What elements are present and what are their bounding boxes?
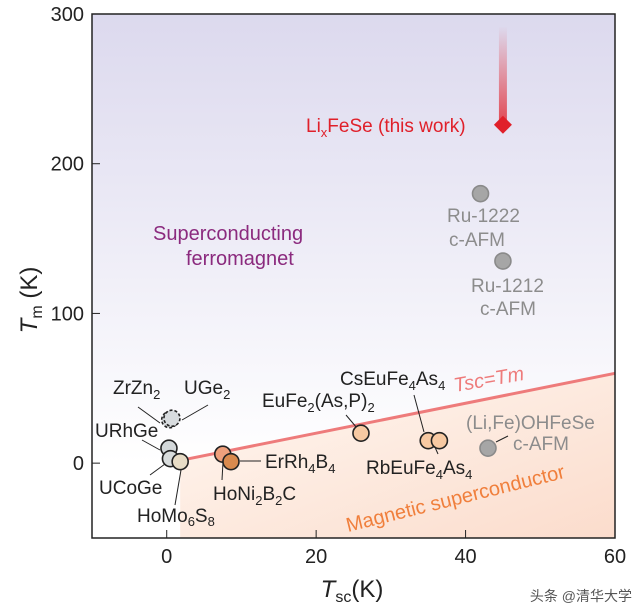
point-lixfese-this-work-	[493, 115, 512, 134]
tsc-equals-tm-line	[179, 371, 616, 462]
label-ru1212: Ru-1212	[471, 276, 544, 297]
ferromagnet-region	[92, 14, 615, 464]
region-label-sf-2: ferromagnet	[186, 248, 294, 270]
label-lifeohfese-cafm: c-AFM	[513, 434, 569, 455]
label-ru1222-cafm: c-AFM	[449, 230, 505, 251]
leader-line	[413, 394, 425, 433]
leader-line	[149, 463, 166, 476]
point--li-fe-ohfese-c-afm	[479, 439, 497, 457]
x-tick-label: 60	[604, 546, 626, 568]
label-lixfese: LixFeSe (this work)	[306, 116, 466, 140]
point-ru-1212-c-afm	[494, 252, 512, 270]
y-tick-label: 300	[51, 4, 84, 26]
label-urhge: URhGe	[95, 421, 158, 442]
plot-frame	[91, 13, 616, 539]
label-ucoge: UCoGe	[99, 478, 162, 499]
y-tick-label: 200	[51, 154, 84, 176]
leader-line	[345, 414, 358, 429]
lixfese-range-bar	[498, 26, 507, 125]
label-homo6s8: HoMo6S8	[137, 506, 215, 529]
label-cseufe4as4: CsEuFe4As4	[340, 369, 445, 393]
y-axis-label: Tm (K)	[16, 267, 46, 334]
y-tick-label: 0	[73, 453, 84, 475]
label-ru1222: Ru-1222	[447, 206, 520, 227]
label-errh4b4: ErRh4B4	[265, 452, 335, 476]
x-axis-label: Tsc(K)	[321, 576, 384, 606]
leader-lines	[137, 394, 509, 506]
x-tick-label: 0	[161, 546, 172, 568]
region-label-sf-1: Superconducting	[153, 223, 303, 245]
label-ru1212-cafm: c-AFM	[480, 299, 536, 320]
leader-line	[495, 435, 509, 443]
watermark: 头条 @清华大学	[529, 588, 632, 604]
label-uge2: UGe2	[184, 378, 230, 402]
label-lifeohfese: (Li,Fe)OHFeSe	[466, 413, 595, 434]
leader-line	[181, 404, 209, 421]
leader-line	[141, 439, 161, 451]
x-tick-label: 40	[454, 546, 476, 568]
label-rbeufe4as4: RbEuFe4As4	[366, 458, 472, 482]
point-uge2	[163, 409, 181, 428]
x-tick-label: 20	[305, 546, 327, 568]
point-ru-1222-c-afm	[471, 184, 490, 203]
point-eufe2-as-p-2	[352, 424, 370, 443]
leader-line	[137, 406, 161, 424]
label-honi2b2c: HoNi2B2C	[213, 484, 296, 508]
y-tick-label: 100	[51, 303, 84, 325]
data-points	[160, 115, 512, 471]
point-rbeufe4as4	[430, 431, 449, 450]
point-errh4b4	[222, 452, 240, 471]
label-eufe2asp2: EuFe2(As,P)2	[262, 391, 375, 415]
leader-line	[174, 469, 182, 506]
point-homo6s8	[171, 452, 189, 471]
label-zrzn2: ZrZn2	[113, 378, 160, 402]
superconductor-region	[180, 373, 616, 538]
